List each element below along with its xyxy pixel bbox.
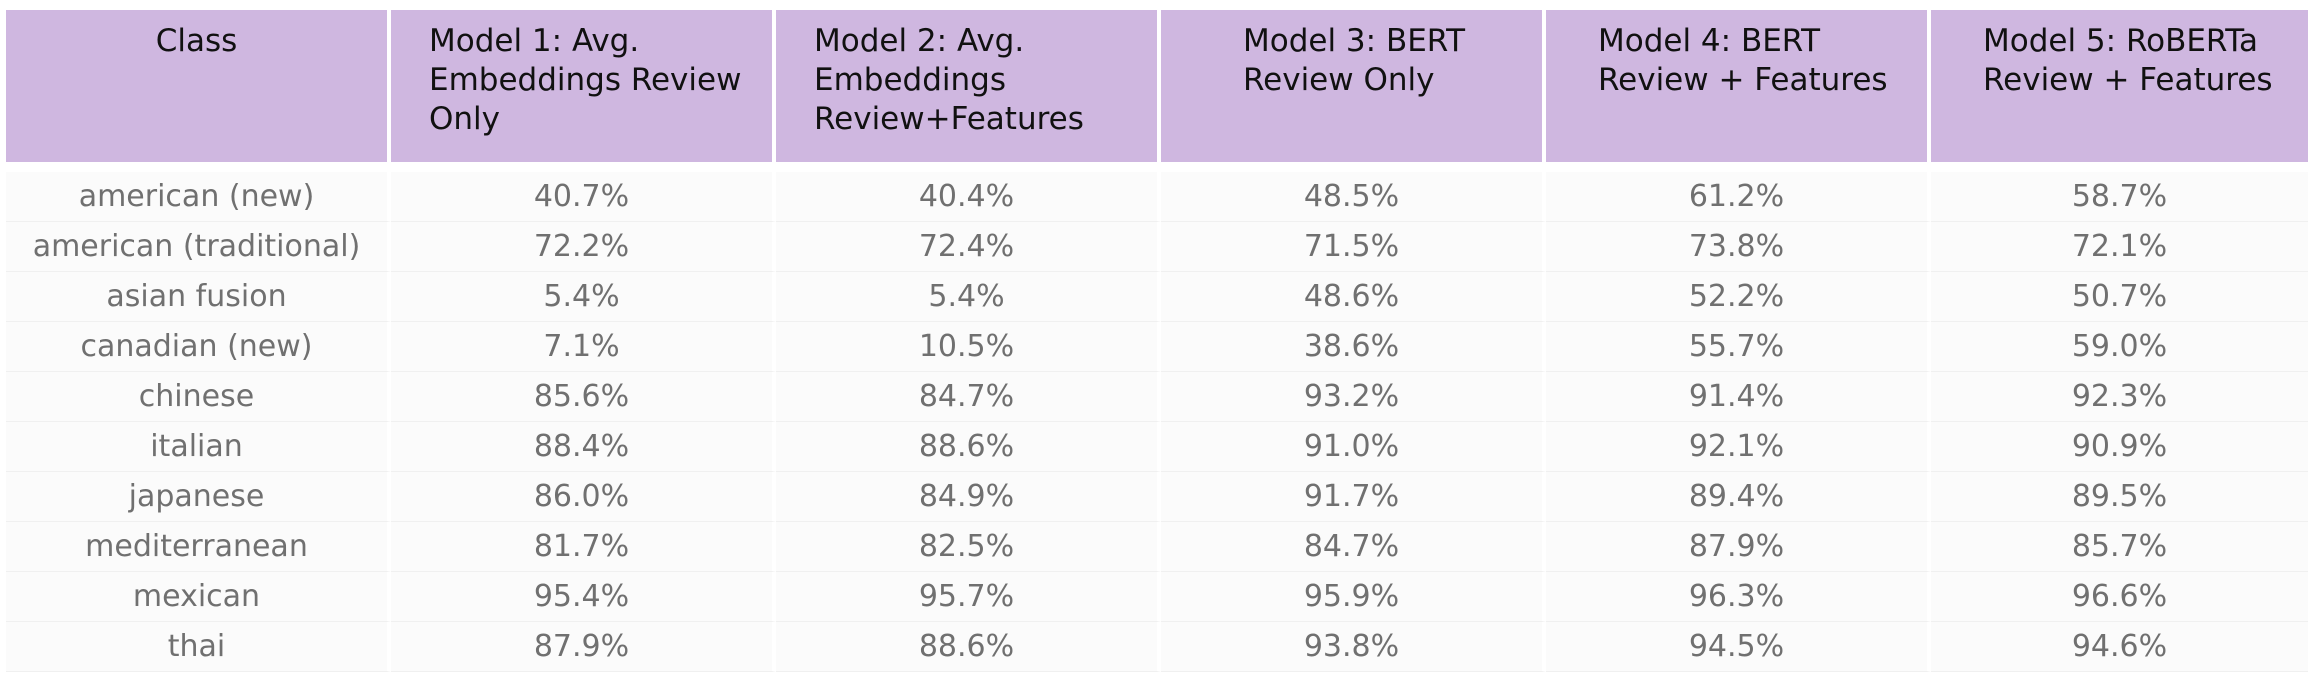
model-2-cell: 95.7% <box>776 572 1161 622</box>
model-4-cell: 55.7% <box>1546 322 1931 372</box>
header-model-5-line-1: Model 5: RoBERTa <box>1983 23 2259 59</box>
model-3-cell: 91.7% <box>1161 472 1546 522</box>
results-table: Class Model 1: Avg. Embeddings Review On… <box>6 10 2308 672</box>
model-1-cell: 86.0% <box>391 472 776 522</box>
table-row: mediterranean 81.7% 82.5% 84.7% 87.9% 85… <box>6 522 2308 572</box>
header-class: Class <box>6 10 391 162</box>
class-cell: japanese <box>6 472 391 522</box>
header-model-2-line-1: Model 2: Avg. <box>814 23 1025 59</box>
header-model-1-line-1: Model 1: Avg. <box>429 23 640 59</box>
model-4-cell: 92.1% <box>1546 422 1931 472</box>
model-3-cell: 93.2% <box>1161 372 1546 422</box>
header-row: Class Model 1: Avg. Embeddings Review On… <box>6 10 2308 162</box>
model-3-cell: 91.0% <box>1161 422 1546 472</box>
table-row: canadian (new) 7.1% 10.5% 38.6% 55.7% 59… <box>6 322 2308 372</box>
header-model-5: Model 5: RoBERTa Review + Features <box>1931 10 2308 162</box>
class-cell: american (traditional) <box>6 222 391 272</box>
table-header: Class Model 1: Avg. Embeddings Review On… <box>6 10 2308 162</box>
header-model-4-line-2: Review + Features <box>1598 62 1888 98</box>
model-3-cell: 71.5% <box>1161 222 1546 272</box>
class-cell: canadian (new) <box>6 322 391 372</box>
model-4-cell: 52.2% <box>1546 272 1931 322</box>
model-4-cell: 91.4% <box>1546 372 1931 422</box>
model-5-cell: 94.6% <box>1931 622 2308 672</box>
table-row: mexican 95.4% 95.7% 95.9% 96.3% 96.6% <box>6 572 2308 622</box>
header-model-3-line-2: Review Only <box>1243 62 1435 98</box>
model-5-cell: 89.5% <box>1931 472 2308 522</box>
model-3-cell: 38.6% <box>1161 322 1546 372</box>
header-model-3-line-1: Model 3: BERT <box>1243 23 1466 59</box>
header-model-5-line-2: Review + Features <box>1983 62 2273 98</box>
model-5-cell: 85.7% <box>1931 522 2308 572</box>
model-5-cell: 92.3% <box>1931 372 2308 422</box>
class-cell: american (new) <box>6 172 391 222</box>
model-4-cell: 96.3% <box>1546 572 1931 622</box>
model-4-cell: 94.5% <box>1546 622 1931 672</box>
class-cell: italian <box>6 422 391 472</box>
model-1-cell: 5.4% <box>391 272 776 322</box>
model-2-cell: 84.7% <box>776 372 1161 422</box>
header-model-1-line-2: Embeddings Review <box>429 62 742 98</box>
model-2-cell: 88.6% <box>776 422 1161 472</box>
model-5-cell: 59.0% <box>1931 322 2308 372</box>
table-row: italian 88.4% 88.6% 91.0% 92.1% 90.9% <box>6 422 2308 472</box>
header-model-3: Model 3: BERT Review Only <box>1161 10 1546 162</box>
model-3-cell: 48.6% <box>1161 272 1546 322</box>
model-2-cell: 72.4% <box>776 222 1161 272</box>
header-spacer <box>6 162 2308 172</box>
model-4-cell: 73.8% <box>1546 222 1931 272</box>
header-model-1: Model 1: Avg. Embeddings Review Only <box>391 10 776 162</box>
table-row: american (new) 40.7% 40.4% 48.5% 61.2% 5… <box>6 172 2308 222</box>
model-5-cell: 96.6% <box>1931 572 2308 622</box>
model-5-cell: 72.1% <box>1931 222 2308 272</box>
table-body: american (new) 40.7% 40.4% 48.5% 61.2% 5… <box>6 162 2308 672</box>
table-row: japanese 86.0% 84.9% 91.7% 89.4% 89.5% <box>6 472 2308 522</box>
model-3-cell: 93.8% <box>1161 622 1546 672</box>
table-row: american (traditional) 72.2% 72.4% 71.5%… <box>6 222 2308 272</box>
model-2-cell: 84.9% <box>776 472 1161 522</box>
header-model-4-line-1: Model 4: BERT <box>1598 23 1821 59</box>
model-2-cell: 82.5% <box>776 522 1161 572</box>
model-1-cell: 88.4% <box>391 422 776 472</box>
model-1-cell: 85.6% <box>391 372 776 422</box>
header-model-2-line-2: Embeddings <box>814 62 1006 98</box>
model-1-cell: 72.2% <box>391 222 776 272</box>
class-cell: mediterranean <box>6 522 391 572</box>
class-cell: asian fusion <box>6 272 391 322</box>
model-2-cell: 40.4% <box>776 172 1161 222</box>
class-cell: chinese <box>6 372 391 422</box>
model-1-cell: 95.4% <box>391 572 776 622</box>
results-table-container: Class Model 1: Avg. Embeddings Review On… <box>6 10 2308 672</box>
header-model-2-line-3: Review+Features <box>814 101 1084 137</box>
header-class-line-1: Class <box>155 23 238 59</box>
table-row: thai 87.9% 88.6% 93.8% 94.5% 94.6% <box>6 622 2308 672</box>
model-1-cell: 87.9% <box>391 622 776 672</box>
model-1-cell: 40.7% <box>391 172 776 222</box>
model-3-cell: 95.9% <box>1161 572 1546 622</box>
model-5-cell: 58.7% <box>1931 172 2308 222</box>
header-model-2: Model 2: Avg. Embeddings Review+Features <box>776 10 1161 162</box>
model-4-cell: 89.4% <box>1546 472 1931 522</box>
table-row: chinese 85.6% 84.7% 93.2% 91.4% 92.3% <box>6 372 2308 422</box>
model-3-cell: 48.5% <box>1161 172 1546 222</box>
header-model-1-line-3: Only <box>429 101 501 137</box>
class-cell: thai <box>6 622 391 672</box>
model-3-cell: 84.7% <box>1161 522 1546 572</box>
model-4-cell: 87.9% <box>1546 522 1931 572</box>
model-2-cell: 5.4% <box>776 272 1161 322</box>
model-5-cell: 90.9% <box>1931 422 2308 472</box>
model-4-cell: 61.2% <box>1546 172 1931 222</box>
model-5-cell: 50.7% <box>1931 272 2308 322</box>
header-model-4: Model 4: BERT Review + Features <box>1546 10 1931 162</box>
class-cell: mexican <box>6 572 391 622</box>
model-1-cell: 7.1% <box>391 322 776 372</box>
table-row: asian fusion 5.4% 5.4% 48.6% 52.2% 50.7% <box>6 272 2308 322</box>
model-1-cell: 81.7% <box>391 522 776 572</box>
model-2-cell: 10.5% <box>776 322 1161 372</box>
model-2-cell: 88.6% <box>776 622 1161 672</box>
